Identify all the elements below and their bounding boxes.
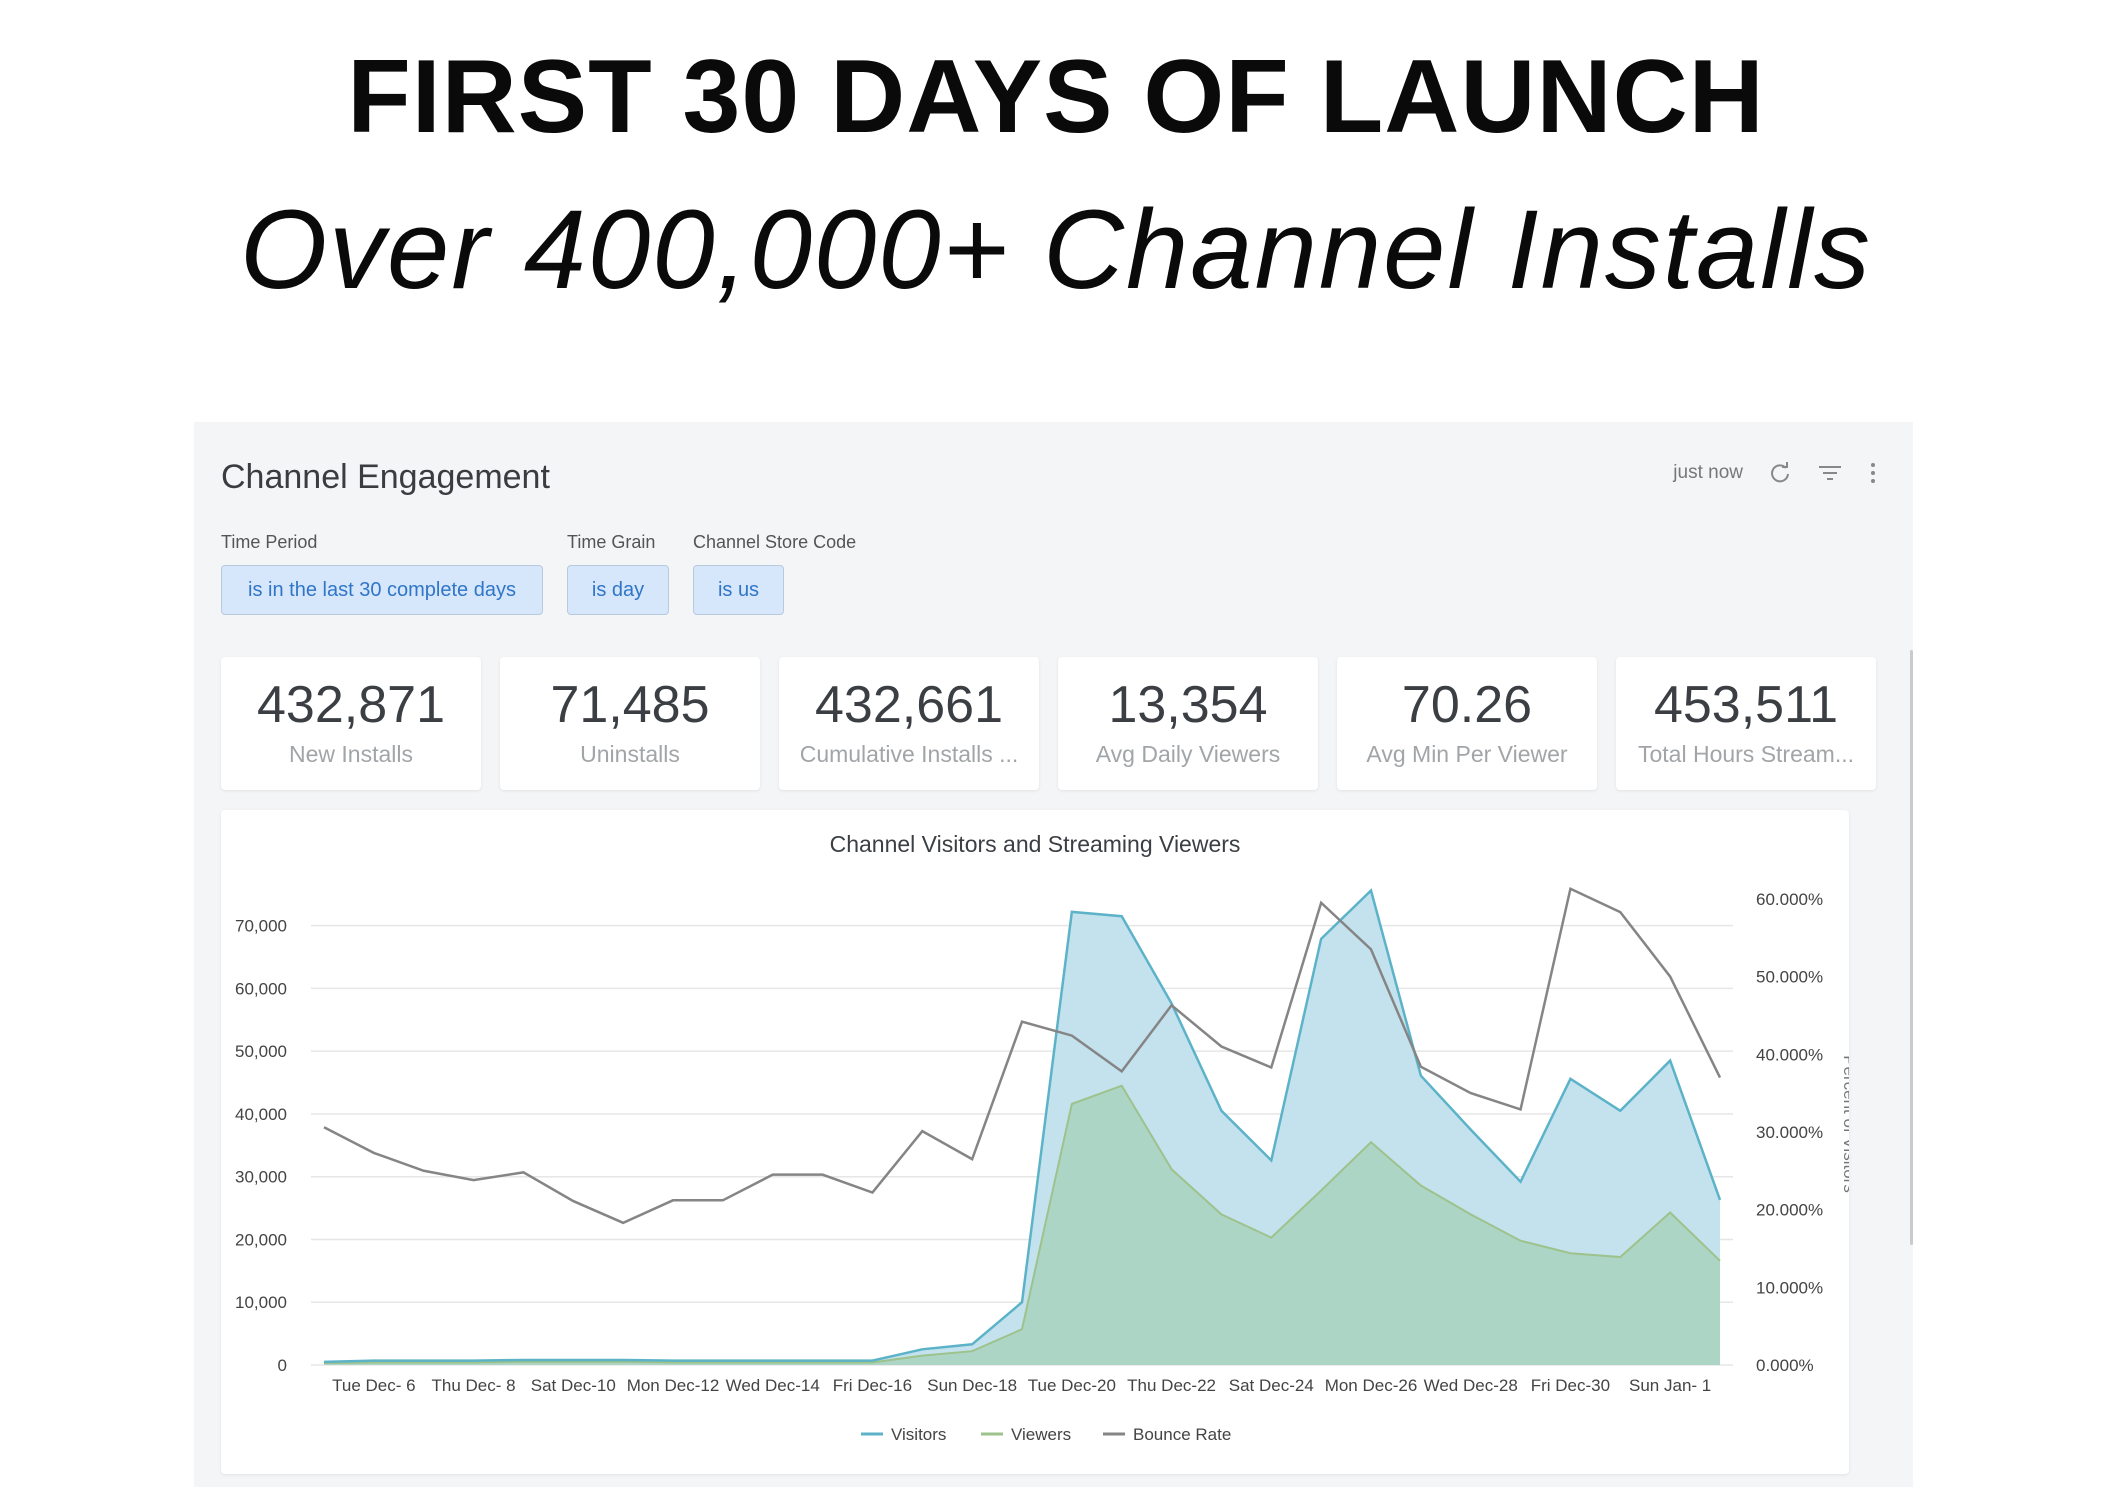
viewers-area: [324, 1085, 1720, 1365]
filter-label-channel-store-code: Channel Store Code: [693, 532, 857, 552]
y-right-tick-label: 30.000%: [1756, 1123, 1823, 1142]
subheadline: Over 400,000+ Channel Installs: [239, 187, 1873, 312]
x-tick-label: Wed Dec-14: [726, 1376, 820, 1395]
x-tick-label: Sun Dec-18: [927, 1376, 1017, 1395]
chart-title: Channel Visitors and Streaming Viewers: [830, 831, 1241, 857]
dashboard-panel: Channel Engagement just now Time Period …: [194, 422, 1913, 1487]
filter-chip-time-period[interactable]: is in the last 30 complete days: [221, 565, 543, 615]
kpi-value: 13,354: [1108, 676, 1268, 734]
visitors-line: [323, 888, 1722, 1364]
more-vertical-icon[interactable]: [1869, 462, 1877, 484]
kpi-value: 453,511: [1653, 676, 1839, 734]
kpi-avg-min-per-viewer[interactable]: 70.26 Avg Min Per Viewer: [1337, 657, 1597, 790]
filter-icon[interactable]: [1817, 463, 1843, 483]
x-tick-label: Thu Dec- 8: [432, 1376, 516, 1395]
kpi-value: 432,661: [815, 676, 1003, 734]
refresh-icon[interactable]: [1769, 462, 1791, 484]
right-axis-label: Percent of Visitors: [1840, 1055, 1849, 1193]
kpi-new-installs[interactable]: 432,871 New Installs: [221, 657, 481, 790]
y-right-tick-label: 20.000%: [1756, 1201, 1823, 1220]
filter-chip-channel-store-code[interactable]: is us: [693, 565, 784, 615]
kpi-value: 70.26: [1401, 676, 1533, 734]
scrollbar[interactable]: [1910, 650, 1913, 1245]
y-left-tick-label: 60,000: [235, 979, 287, 998]
panel-title: Channel Engagement: [221, 458, 550, 496]
y-left-tick-label: 40,000: [235, 1105, 287, 1124]
x-tick-label: Fri Dec-16: [833, 1376, 912, 1395]
chart-card: Channel Visitors and Streaming Viewers 0…: [221, 810, 1849, 1474]
x-tick-label: Thu Dec-22: [1127, 1376, 1216, 1395]
y-right-tick-label: 40.000%: [1756, 1045, 1823, 1064]
kpi-label: Total Hours Stream...: [1637, 741, 1855, 767]
x-tick-label: Sat Dec-10: [531, 1376, 616, 1395]
filter-label-time-period: Time Period: [221, 532, 318, 552]
kpi-label: New Installs: [289, 741, 413, 767]
last-updated: just now: [1673, 462, 1743, 483]
bounce-rate-line: [323, 886, 1722, 1225]
x-tick-label: Tue Dec- 6: [332, 1376, 415, 1395]
y-left-tick-label: 0: [278, 1356, 287, 1375]
y-right-tick-label: 50.000%: [1756, 968, 1823, 987]
x-tick-label: Mon Dec-26: [1325, 1376, 1418, 1395]
x-tick-label: Mon Dec-12: [627, 1376, 720, 1395]
kpi-avg-daily-viewers[interactable]: 13,354 Avg Daily Viewers: [1058, 657, 1318, 790]
legend-label: Visitors: [891, 1425, 946, 1444]
kpi-total-hours-streamed[interactable]: 453,511 Total Hours Stream...: [1616, 657, 1876, 790]
headline: FIRST 30 DAYS OF LAUNCH: [347, 39, 1765, 155]
filter-label-time-grain: Time Grain: [567, 532, 656, 552]
x-tick-label: Sun Jan- 1: [1629, 1376, 1711, 1395]
x-tick-label: Wed Dec-28: [1424, 1376, 1518, 1395]
kpi-uninstalls[interactable]: 71,485 Uninstalls: [500, 657, 760, 790]
kpi-label: Avg Min Per Viewer: [1366, 741, 1568, 767]
kpi-label: Uninstalls: [580, 741, 680, 767]
y-left-tick-label: 10,000: [235, 1293, 287, 1312]
kpi-label: Cumulative Installs ...: [799, 741, 1019, 767]
viewers-line: [323, 1084, 1721, 1365]
x-tick-label: Fri Dec-30: [1531, 1376, 1610, 1395]
y-right-tick-label: 0.000%: [1756, 1356, 1814, 1375]
y-left-tick-label: 70,000: [235, 917, 287, 936]
legend-label: Bounce Rate: [1133, 1425, 1231, 1444]
y-left-tick-label: 50,000: [235, 1042, 287, 1061]
x-tick-label: Tue Dec-20: [1028, 1376, 1116, 1395]
y-right-tick-label: 60.000%: [1756, 890, 1823, 909]
x-tick-label: Sat Dec-24: [1229, 1376, 1314, 1395]
legend-label: Viewers: [1011, 1425, 1071, 1444]
y-left-tick-label: 30,000: [235, 1168, 287, 1187]
visitors-viewers-chart: Channel Visitors and Streaming Viewers 0…: [235, 831, 1849, 1444]
y-left-tick-label: 20,000: [235, 1230, 287, 1249]
kpi-value: 71,485: [550, 676, 710, 734]
kpi-label: Avg Daily Viewers: [1095, 741, 1281, 767]
filter-chip-time-grain[interactable]: is day: [567, 565, 669, 615]
kpi-cumulative-installs[interactable]: 432,661 Cumulative Installs ...: [779, 657, 1039, 790]
kpi-value: 432,871: [257, 676, 445, 734]
y-right-tick-label: 10.000%: [1756, 1278, 1823, 1297]
panel-toolbar: just now: [1673, 462, 1877, 484]
